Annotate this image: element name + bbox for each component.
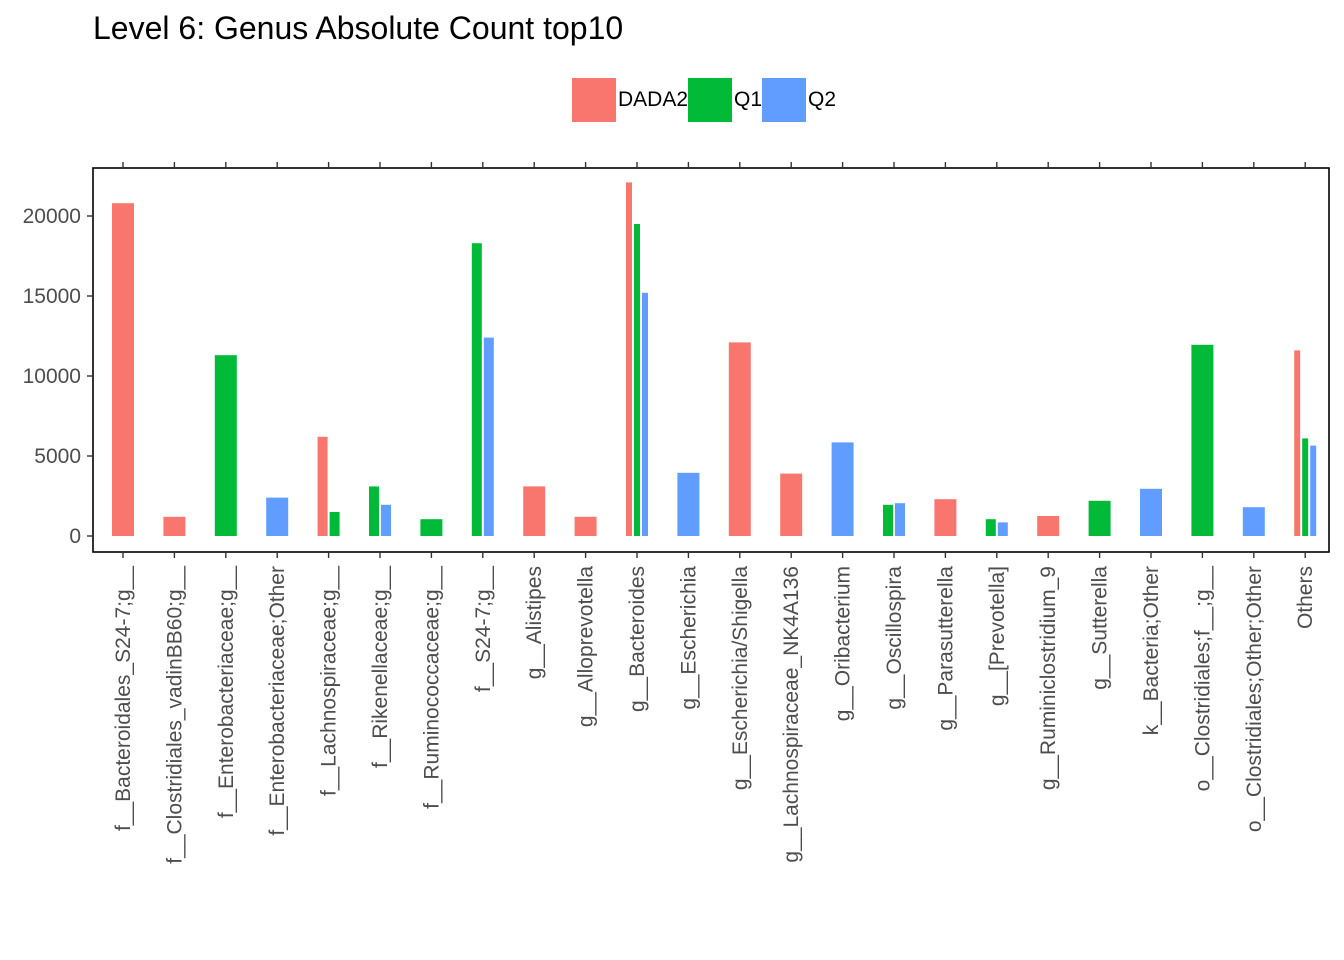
bar-q2-k-bacteria-other xyxy=(1140,488,1162,536)
bar-dada2-g-escherichia-shigella xyxy=(728,342,751,536)
y-tick-label-0: 0 xyxy=(69,525,81,548)
bar-q1-g-sutterella xyxy=(1088,500,1111,536)
y-axis: 0 5000 10000 15000 20000 xyxy=(23,205,93,548)
bar-dada2-g-ruminiclostridium-9 xyxy=(1037,516,1060,536)
x-tick-label-g-alloprevotella: g__Alloprevotella xyxy=(575,566,598,727)
bar-q1-f-lachnospiraceae-g xyxy=(329,512,340,536)
bar-dada2-g-alistipes xyxy=(523,486,546,536)
bar-q2-f-enterobacteriaceae-other xyxy=(266,497,289,536)
bar-dada2-g-parasutterella xyxy=(934,499,957,536)
x-tick-label-o-clostridiales-other-other: o__Clostridiales;Other;Other xyxy=(1243,566,1266,832)
bar-q2-g-oribacterium xyxy=(831,442,854,536)
x-tick-label-g-bacteroides: g__Bacteroides xyxy=(626,566,649,712)
y-tick-label-15000: 15000 xyxy=(23,285,81,308)
legend-item-dada2: DADA2 xyxy=(572,78,688,122)
bar-q2-f-rikenellaceae-g xyxy=(381,504,391,536)
bar-q2-o-clostridiales-other-other xyxy=(1242,507,1265,536)
panel-border xyxy=(92,167,1330,553)
x-tick-label-g-escherichia: g__Escherichia xyxy=(677,566,700,710)
x-tick-label-f-rikenellaceae-g: f__Rikenellaceae;g__ xyxy=(369,566,392,768)
x-tick-label-g-escherichia-shigella: g__Escherichia/Shigella xyxy=(729,566,752,790)
x-tick-label-g-sutterella: g__Sutterella xyxy=(1089,566,1112,690)
bar-dada2-others xyxy=(1294,350,1301,536)
bar-q2-f-s24-7-g xyxy=(483,337,494,536)
x-tick-label-g-alistipes: g__Alistipes xyxy=(523,566,546,679)
x-tick-label-f-ruminococcaceae-g: f__Ruminococcaceae;g__ xyxy=(420,566,443,809)
bar-q1-f-enterobacteriaceae-g xyxy=(214,355,237,536)
bar-q1-others xyxy=(1302,438,1309,536)
x-tick-label-o-clostridiales-f-g: o__Clostridiales;f__;g__ xyxy=(1191,566,1214,792)
x-axis: f__Bacteroidales_S24-7;g__ f__Clostridial… xyxy=(112,162,1317,864)
y-tick-label-20000: 20000 xyxy=(23,205,81,228)
legend-key-dada2 xyxy=(572,78,616,122)
bar-q2-g-oscillospira xyxy=(895,503,905,536)
legend: DADA2 Q1 Q2 xyxy=(572,78,836,122)
chart-title: Level 6: Genus Absolute Count top10 xyxy=(93,10,624,46)
x-tick-label-g-lachnospiraceae-nk4a136: g__Lachnospiraceae_NK4A136 xyxy=(780,566,803,863)
bar-dada2-g-lachnospiraceae-nk4a136 xyxy=(780,473,803,536)
bar-q1-g-bacteroides xyxy=(634,224,640,536)
x-tick-label-g-prevotella: g__[Prevotella] xyxy=(986,566,1009,706)
bar-q2-g-bacteroides xyxy=(642,292,648,536)
legend-key-q2 xyxy=(762,78,807,122)
bar-q1-f-rikenellaceae-g xyxy=(369,486,379,536)
plot-panel xyxy=(92,167,1330,553)
legend-item-q1: Q1 xyxy=(688,78,762,122)
bar-q1-g-prevotella xyxy=(985,519,996,536)
legend-label-dada2: DADA2 xyxy=(618,88,689,111)
y-tick-label-10000: 10000 xyxy=(23,365,81,388)
bar-dada2-f-lachnospiraceae-g xyxy=(317,436,328,536)
x-tick-label-others: Others xyxy=(1294,566,1317,629)
y-tick-label-5000: 5000 xyxy=(34,445,81,468)
x-tick-label-f-enterobacteriaceae-g: f__Enterobacteriaceae;g__ xyxy=(215,566,238,819)
bars-group xyxy=(112,182,1317,536)
x-tick-label-g-ruminiclostridium-9: g__Ruminiclostridium_9 xyxy=(1037,566,1060,790)
x-tick-label-f-enterobacteriaceae-other: f__Enterobacteriaceae;Other xyxy=(266,566,289,836)
x-tick-label-g-parasutterella: g__Parasutterella xyxy=(934,566,957,731)
x-tick-label-f-s24-7-g: f__S24-7;g__ xyxy=(472,566,495,692)
x-tick-label-g-oribacterium: g__Oribacterium xyxy=(832,566,855,721)
x-tick-label-f-lachnospiraceae-g: f__Lachnospiraceae;g__ xyxy=(318,566,341,796)
bar-dada2-f-bacteroidales-s24-7-g xyxy=(112,203,134,536)
bar-q1-g-oscillospira xyxy=(883,504,893,536)
legend-key-q1 xyxy=(688,78,733,122)
bar-q2-g-escherichia xyxy=(677,472,700,536)
bar-dada2-f-clostridiales-vadinbb60-g xyxy=(163,516,186,536)
x-tick-label-f-clostridiales-vadinbb60-g: f__Clostridiales_vadinBB60;g__ xyxy=(163,566,186,864)
bar-q2-others xyxy=(1310,445,1317,536)
bar-q1-f-ruminococcaceae-g xyxy=(420,519,443,536)
legend-label-q2: Q2 xyxy=(808,88,837,111)
bar-dada2-g-alloprevotella xyxy=(574,516,597,536)
legend-label-q1: Q1 xyxy=(734,88,763,111)
bar-q2-g-prevotella xyxy=(997,522,1008,536)
bar-dada2-g-bacteroides xyxy=(626,182,632,536)
bar-q1-o-clostridiales-f-g xyxy=(1191,344,1214,536)
legend-item-q2: Q2 xyxy=(762,78,836,122)
x-tick-label-g-oscillospira: g__Oscillospira xyxy=(883,566,906,710)
bar-q1-f-s24-7-g xyxy=(471,243,482,536)
x-tick-label-k-bacteria-other: k__Bacteria;Other xyxy=(1140,566,1163,735)
x-tick-label-f-bacteroidales-s24-7-g: f__Bacteroidales_S24-7;g__ xyxy=(112,566,135,831)
